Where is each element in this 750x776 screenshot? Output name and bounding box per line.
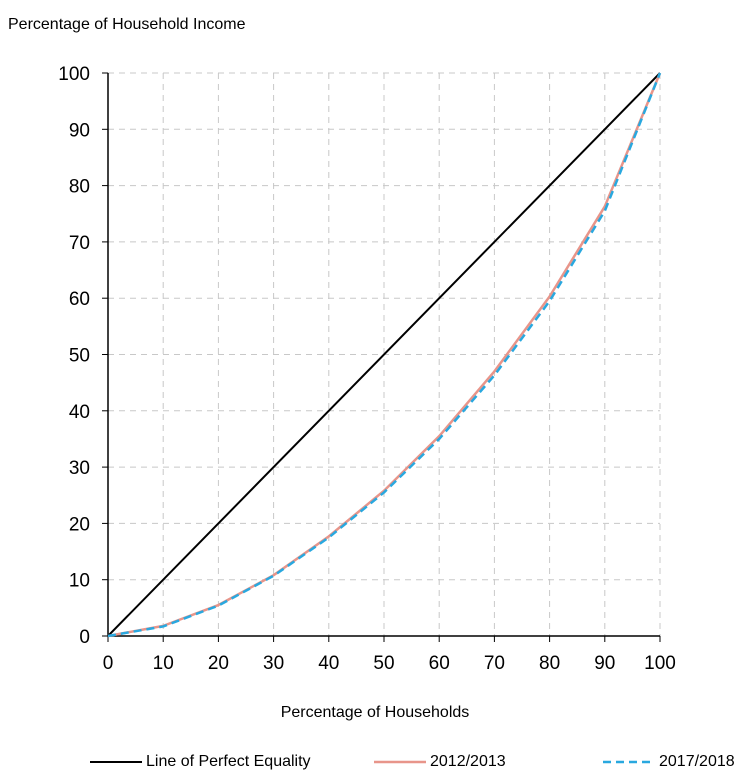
legend-swatch-equality bbox=[90, 761, 142, 763]
series-lines bbox=[107, 72, 662, 638]
x-tick-label: 90 bbox=[594, 653, 615, 674]
y-tick-label: 100 bbox=[58, 64, 90, 85]
legend-label-equality: Line of Perfect Equality bbox=[146, 753, 311, 770]
y-tick-labels: 0 10 20 30 40 50 60 70 80 90 100 bbox=[58, 64, 90, 648]
x-tick-label: 80 bbox=[539, 653, 560, 674]
y-tick-label: 0 bbox=[79, 627, 90, 648]
y-tick-label: 20 bbox=[69, 514, 90, 535]
legend-label-2017: 2017/2018 bbox=[659, 753, 735, 770]
y-tick-label: 60 bbox=[69, 289, 90, 310]
y-axis-title: Percentage of Household Income bbox=[8, 16, 246, 33]
y-tick-label: 40 bbox=[69, 402, 90, 423]
x-tick-label: 50 bbox=[373, 653, 394, 674]
x-tick-label: 10 bbox=[153, 653, 174, 674]
x-tick-labels: 0 10 20 30 40 50 60 70 80 90 100 bbox=[103, 653, 676, 674]
legend-label-2012: 2012/2013 bbox=[430, 753, 506, 770]
y-tick-label: 30 bbox=[69, 458, 90, 479]
x-tick-label: 0 bbox=[103, 653, 114, 674]
y-tick-label: 90 bbox=[69, 120, 90, 141]
y-tick-label: 50 bbox=[69, 346, 90, 367]
x-tick-label: 60 bbox=[429, 653, 450, 674]
legend: Line of Perfect Equality 2012/2013 2017/… bbox=[0, 753, 750, 775]
x-tick-label: 100 bbox=[644, 653, 676, 674]
y-tick-label: 10 bbox=[69, 571, 90, 592]
x-tick-label: 40 bbox=[318, 653, 339, 674]
legend-item-equality: Line of Perfect Equality bbox=[90, 753, 311, 771]
legend-item-2012: 2012/2013 bbox=[374, 753, 506, 771]
x-axis-title: Percentage of Households bbox=[280, 704, 470, 721]
legend-swatch-2012 bbox=[374, 760, 426, 764]
series-line-2 bbox=[107, 72, 662, 638]
x-tick-label: 70 bbox=[484, 653, 505, 674]
y-tick-label: 70 bbox=[69, 233, 90, 254]
y-tick-label: 80 bbox=[69, 177, 90, 198]
x-tick-label: 20 bbox=[208, 653, 229, 674]
series-line-0 bbox=[107, 72, 661, 637]
legend-swatch-2017 bbox=[603, 760, 655, 764]
x-tick-label: 30 bbox=[263, 653, 284, 674]
axes bbox=[102, 72, 661, 642]
grid bbox=[108, 72, 661, 636]
lorenz-chart: 0 10 20 30 40 50 60 70 80 90 100 0 10 20 30 40 50 60 70 80… bbox=[58, 64, 676, 674]
legend-item-2017: 2017/2018 bbox=[603, 753, 735, 771]
